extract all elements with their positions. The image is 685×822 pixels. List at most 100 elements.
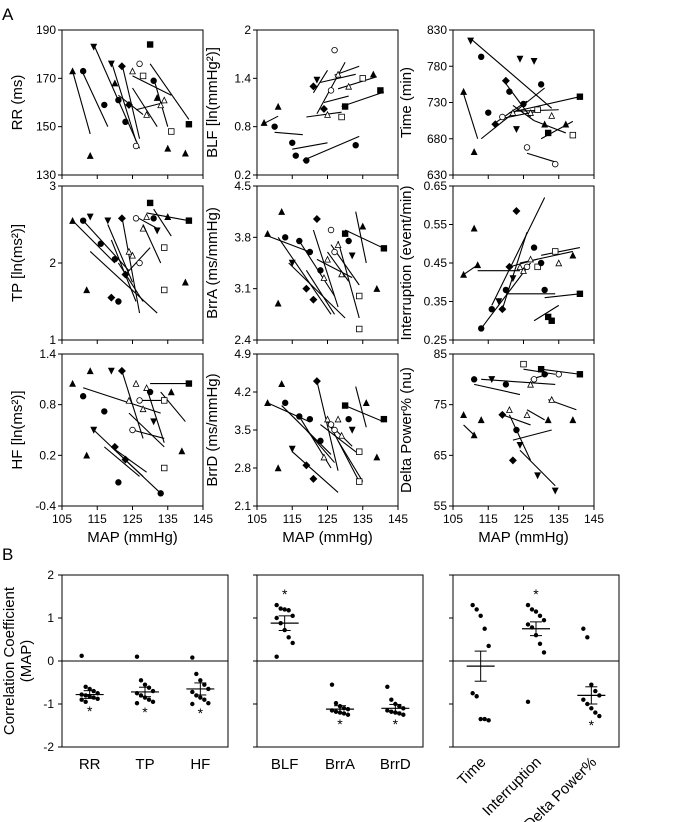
data-point (288, 259, 296, 267)
data-point (470, 376, 478, 383)
data-point (198, 678, 203, 683)
category-label: TP (135, 756, 154, 773)
data-point (136, 259, 143, 267)
regression-line (526, 409, 545, 421)
data-point (498, 410, 507, 419)
data-point (341, 103, 349, 110)
data-point (107, 367, 115, 375)
regression-line (281, 405, 332, 455)
data-point (505, 262, 514, 271)
x-tick-label: 145 (193, 512, 213, 526)
data-point (282, 607, 287, 612)
data-point (527, 255, 534, 263)
data-point (486, 643, 491, 649)
data-point (274, 602, 279, 608)
y-tick-label: 0.25 (424, 333, 448, 347)
data-point (136, 397, 143, 404)
data-point (312, 215, 321, 223)
data-point (327, 421, 335, 428)
scatter-plot-hf: -0.4 0.2 0.8 1.4 105 115 125 135 145 HF [ln(ms²)]… (9, 347, 213, 546)
panel-a-label: A (2, 5, 14, 24)
data-point (115, 479, 122, 486)
y-axis-label: RR (ms) (9, 75, 26, 131)
data-point (309, 295, 318, 304)
data-point (482, 716, 487, 722)
regression-line (501, 232, 528, 310)
data-point (178, 447, 186, 455)
regression-line (320, 73, 356, 83)
data-point (313, 76, 321, 84)
data-point (121, 455, 130, 464)
data-point (161, 397, 168, 404)
regression-line (491, 197, 546, 306)
x-tick-label: 135 (353, 512, 373, 526)
data-point (501, 76, 510, 85)
data-point (513, 126, 520, 134)
data-point (527, 380, 534, 388)
regression-line (470, 38, 553, 109)
regression-line (541, 247, 581, 256)
data-point (331, 46, 338, 54)
y-tick-label: -1 (43, 697, 54, 711)
data-point (143, 384, 151, 391)
x-tick-label: 125 (513, 512, 533, 526)
data-point (164, 144, 172, 152)
data-point (534, 263, 541, 271)
x-tick-label: 135 (549, 512, 569, 526)
data-point (333, 709, 339, 714)
data-point (309, 474, 318, 483)
data-point (132, 142, 140, 150)
y-tick-label: 4.5 (234, 179, 251, 193)
data-point (324, 415, 331, 423)
data-point (474, 607, 479, 612)
data-point (274, 102, 282, 110)
data-point (320, 273, 328, 281)
data-point (286, 608, 291, 613)
data-point (537, 81, 545, 88)
data-point (505, 406, 513, 413)
x-tick-label: 145 (584, 512, 604, 526)
data-point (338, 270, 346, 278)
category-label: RR (79, 756, 101, 773)
y-tick-label: 2 (49, 256, 56, 270)
x-tick-label: 125 (122, 512, 142, 526)
data-point (86, 367, 94, 375)
x-tick-label: 115 (283, 512, 302, 526)
data-point (282, 234, 289, 241)
regression-line (480, 262, 531, 329)
regression-line (121, 370, 144, 439)
regression-line (274, 131, 303, 136)
y-tick-label: 1 (47, 611, 54, 625)
data-point (125, 100, 133, 109)
data-point (397, 703, 402, 709)
y-tick-label: 0.8 (234, 120, 251, 134)
data-point (329, 682, 335, 687)
data-point (470, 431, 478, 439)
data-point (303, 157, 310, 164)
category-label: HF (190, 756, 210, 773)
data-point (107, 60, 115, 68)
y-tick-label: 150 (36, 120, 56, 134)
regression-line (146, 387, 165, 443)
data-point (86, 151, 94, 159)
data-point (593, 688, 598, 694)
data-point (87, 686, 92, 692)
data-point (488, 376, 496, 384)
data-point (302, 461, 311, 470)
data-point (290, 640, 295, 646)
data-point (530, 376, 538, 383)
data-point (104, 217, 112, 225)
data-point (190, 689, 195, 695)
y-tick-label: 170 (36, 71, 56, 85)
regression-line (110, 61, 137, 142)
data-point (289, 139, 296, 146)
data-point (282, 399, 289, 407)
y-tick-label: 3 (49, 179, 56, 193)
data-point (185, 380, 193, 387)
data-point (79, 393, 87, 400)
data-point (333, 700, 339, 706)
x-tick-label: 105 (52, 512, 72, 526)
data-point (474, 261, 482, 269)
dot-plot-corra: -2 -1 0 1 2 * RR * TP * HF Correlation Coefficient(… (1, 568, 229, 773)
